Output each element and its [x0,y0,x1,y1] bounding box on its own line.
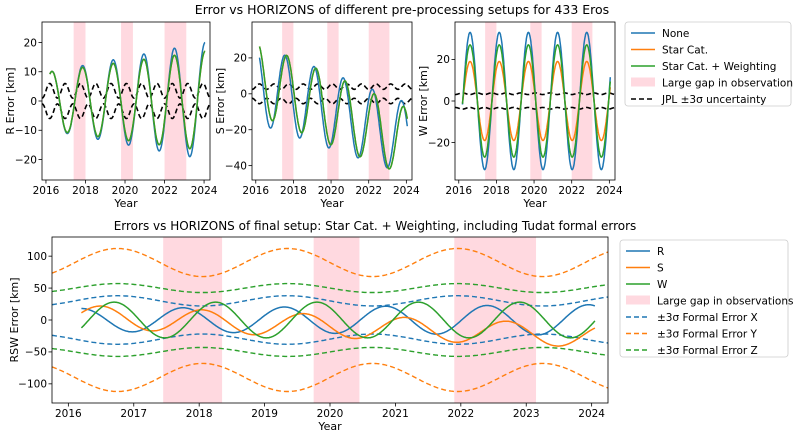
legend-label-4: JPL ±3σ uncertainty [661,94,766,106]
gap-band-1 [327,22,339,180]
top-title: Error vs HORIZONS of different pre-proce… [195,2,609,17]
jpl-band-lower [42,103,210,120]
legend-top: None Star Cat. Star Cat. + Weighting Large … [624,21,793,107]
xtick-1: 2018 [280,185,307,197]
xtick-3: 2022 [355,185,382,197]
ytick-2: 0 [40,315,47,327]
legend-label-3: Large gap in observations [662,78,793,90]
ytick-2: 20 [437,54,450,66]
s-error-panel: 2016 2018 2020 2022 2024 −40 −20 0 20 Year S Error… [214,21,420,210]
series-2 [258,46,409,170]
formal-0-lower [52,333,608,345]
legend-patch [631,77,655,87]
gap-band-0 [73,22,86,180]
xtick-3: 2022 [151,185,178,197]
xtick-0: 2016 [55,408,82,420]
ytick-2: 0 [30,96,37,108]
bottom-title: Errors vs HORIZONS of final setup: Star … [114,219,637,233]
jpl-band-lower [252,97,412,105]
series-2 [80,301,596,339]
ytick-0: −100 [18,379,47,391]
w-error-panel: 2016 2018 2020 2022 2024 −20 0 20 Year W Error [k… [417,21,623,210]
legend-frame [624,21,792,107]
legend-label-5: ±3σ Formal Error Y [657,329,758,341]
xtick-4: 2024 [393,185,420,197]
x-axis-label: Year [113,197,138,210]
legend-bottom: RSW Large gap in observations ±3σ Formal E… [619,239,793,358]
xtick-4: 2024 [191,185,218,197]
legend-label-0: R [657,246,664,258]
jpl-band-lower [455,106,615,110]
y-axis-label: W Error [km] [417,66,430,136]
xtick-4: 2024 [596,185,623,197]
formal-2-upper [52,282,608,294]
xtick-7: 2023 [513,408,540,420]
series-1 [81,305,596,347]
gap-band-0 [282,22,294,180]
xtick-2: 2020 [112,185,139,197]
formal-2-lower [52,346,608,358]
series-2 [461,44,612,158]
y-axis-label: R Error [km] [4,67,17,134]
gap-band-0 [485,22,497,180]
formal-0-upper [52,295,608,307]
legend-label-1: S [657,263,664,275]
rsw-error-panel: 2016 2017 2018 2019 2020 2021 2022 2023 2024 −100… [8,236,609,433]
gap-band-0 [163,237,223,403]
series-2 [49,50,206,150]
ytick-4: 100 [27,251,47,263]
formal-1-upper [52,247,608,278]
y-axis-label: S Error [km] [214,68,227,134]
gap-band-1 [121,22,133,180]
legend-label-3: Large gap in observations [657,296,793,308]
xtick-2: 2020 [521,185,548,197]
ytick-3: 10 [24,67,37,79]
xtick-2: 2018 [186,408,213,420]
legend-frame [619,239,789,358]
legend-label-0: None [662,28,689,40]
xtick-2: 2020 [318,185,345,197]
ytick-2: 0 [240,89,247,101]
jpl-band-upper [42,82,210,99]
ytick-0: −20 [15,154,37,166]
xtick-1: 2018 [72,185,99,197]
xtick-0: 2016 [33,185,60,197]
legend-patch [626,295,650,305]
x-axis-label: Year [522,197,547,210]
xtick-6: 2022 [447,408,474,420]
x-axis-label: Year [317,420,342,433]
gap-band-2 [164,22,187,180]
ytick-1: −10 [15,125,37,137]
y-axis-label: RSW Error [km] [8,278,21,363]
ytick-0: −20 [428,137,450,149]
ytick-0: −40 [225,160,247,172]
axes-frame [251,21,413,181]
ytick-3: 50 [34,283,47,295]
formal-1-lower [52,362,608,393]
x-axis-label: Year [319,197,344,210]
legend-label-1: Star Cat. [662,45,708,57]
xtick-0: 2016 [445,185,472,197]
ytick-1: 0 [443,96,450,108]
xtick-4: 2020 [317,408,344,420]
legend-label-6: ±3σ Formal Error Z [657,345,758,357]
legend-label-4: ±3σ Formal Error X [657,312,758,324]
xtick-3: 2022 [558,185,585,197]
legend-label-2: W [657,279,668,291]
ytick-3: 20 [234,53,247,65]
ytick-4: 20 [24,37,37,49]
xtick-1: 2018 [483,185,510,197]
r-error-panel: 2016 2018 2020 2022 2024 −20 −10 0 10 20 Year R Err… [4,21,218,210]
xtick-8: 2024 [578,408,605,420]
xtick-3: 2019 [251,408,278,420]
series-0 [258,54,409,169]
ytick-1: −50 [25,347,47,359]
xtick-5: 2021 [382,408,409,420]
ytick-1: −20 [225,125,247,137]
xtick-0: 2016 [242,185,269,197]
xtick-1: 2017 [120,408,147,420]
legend-label-2: Star Cat. + Weighting [662,61,776,73]
